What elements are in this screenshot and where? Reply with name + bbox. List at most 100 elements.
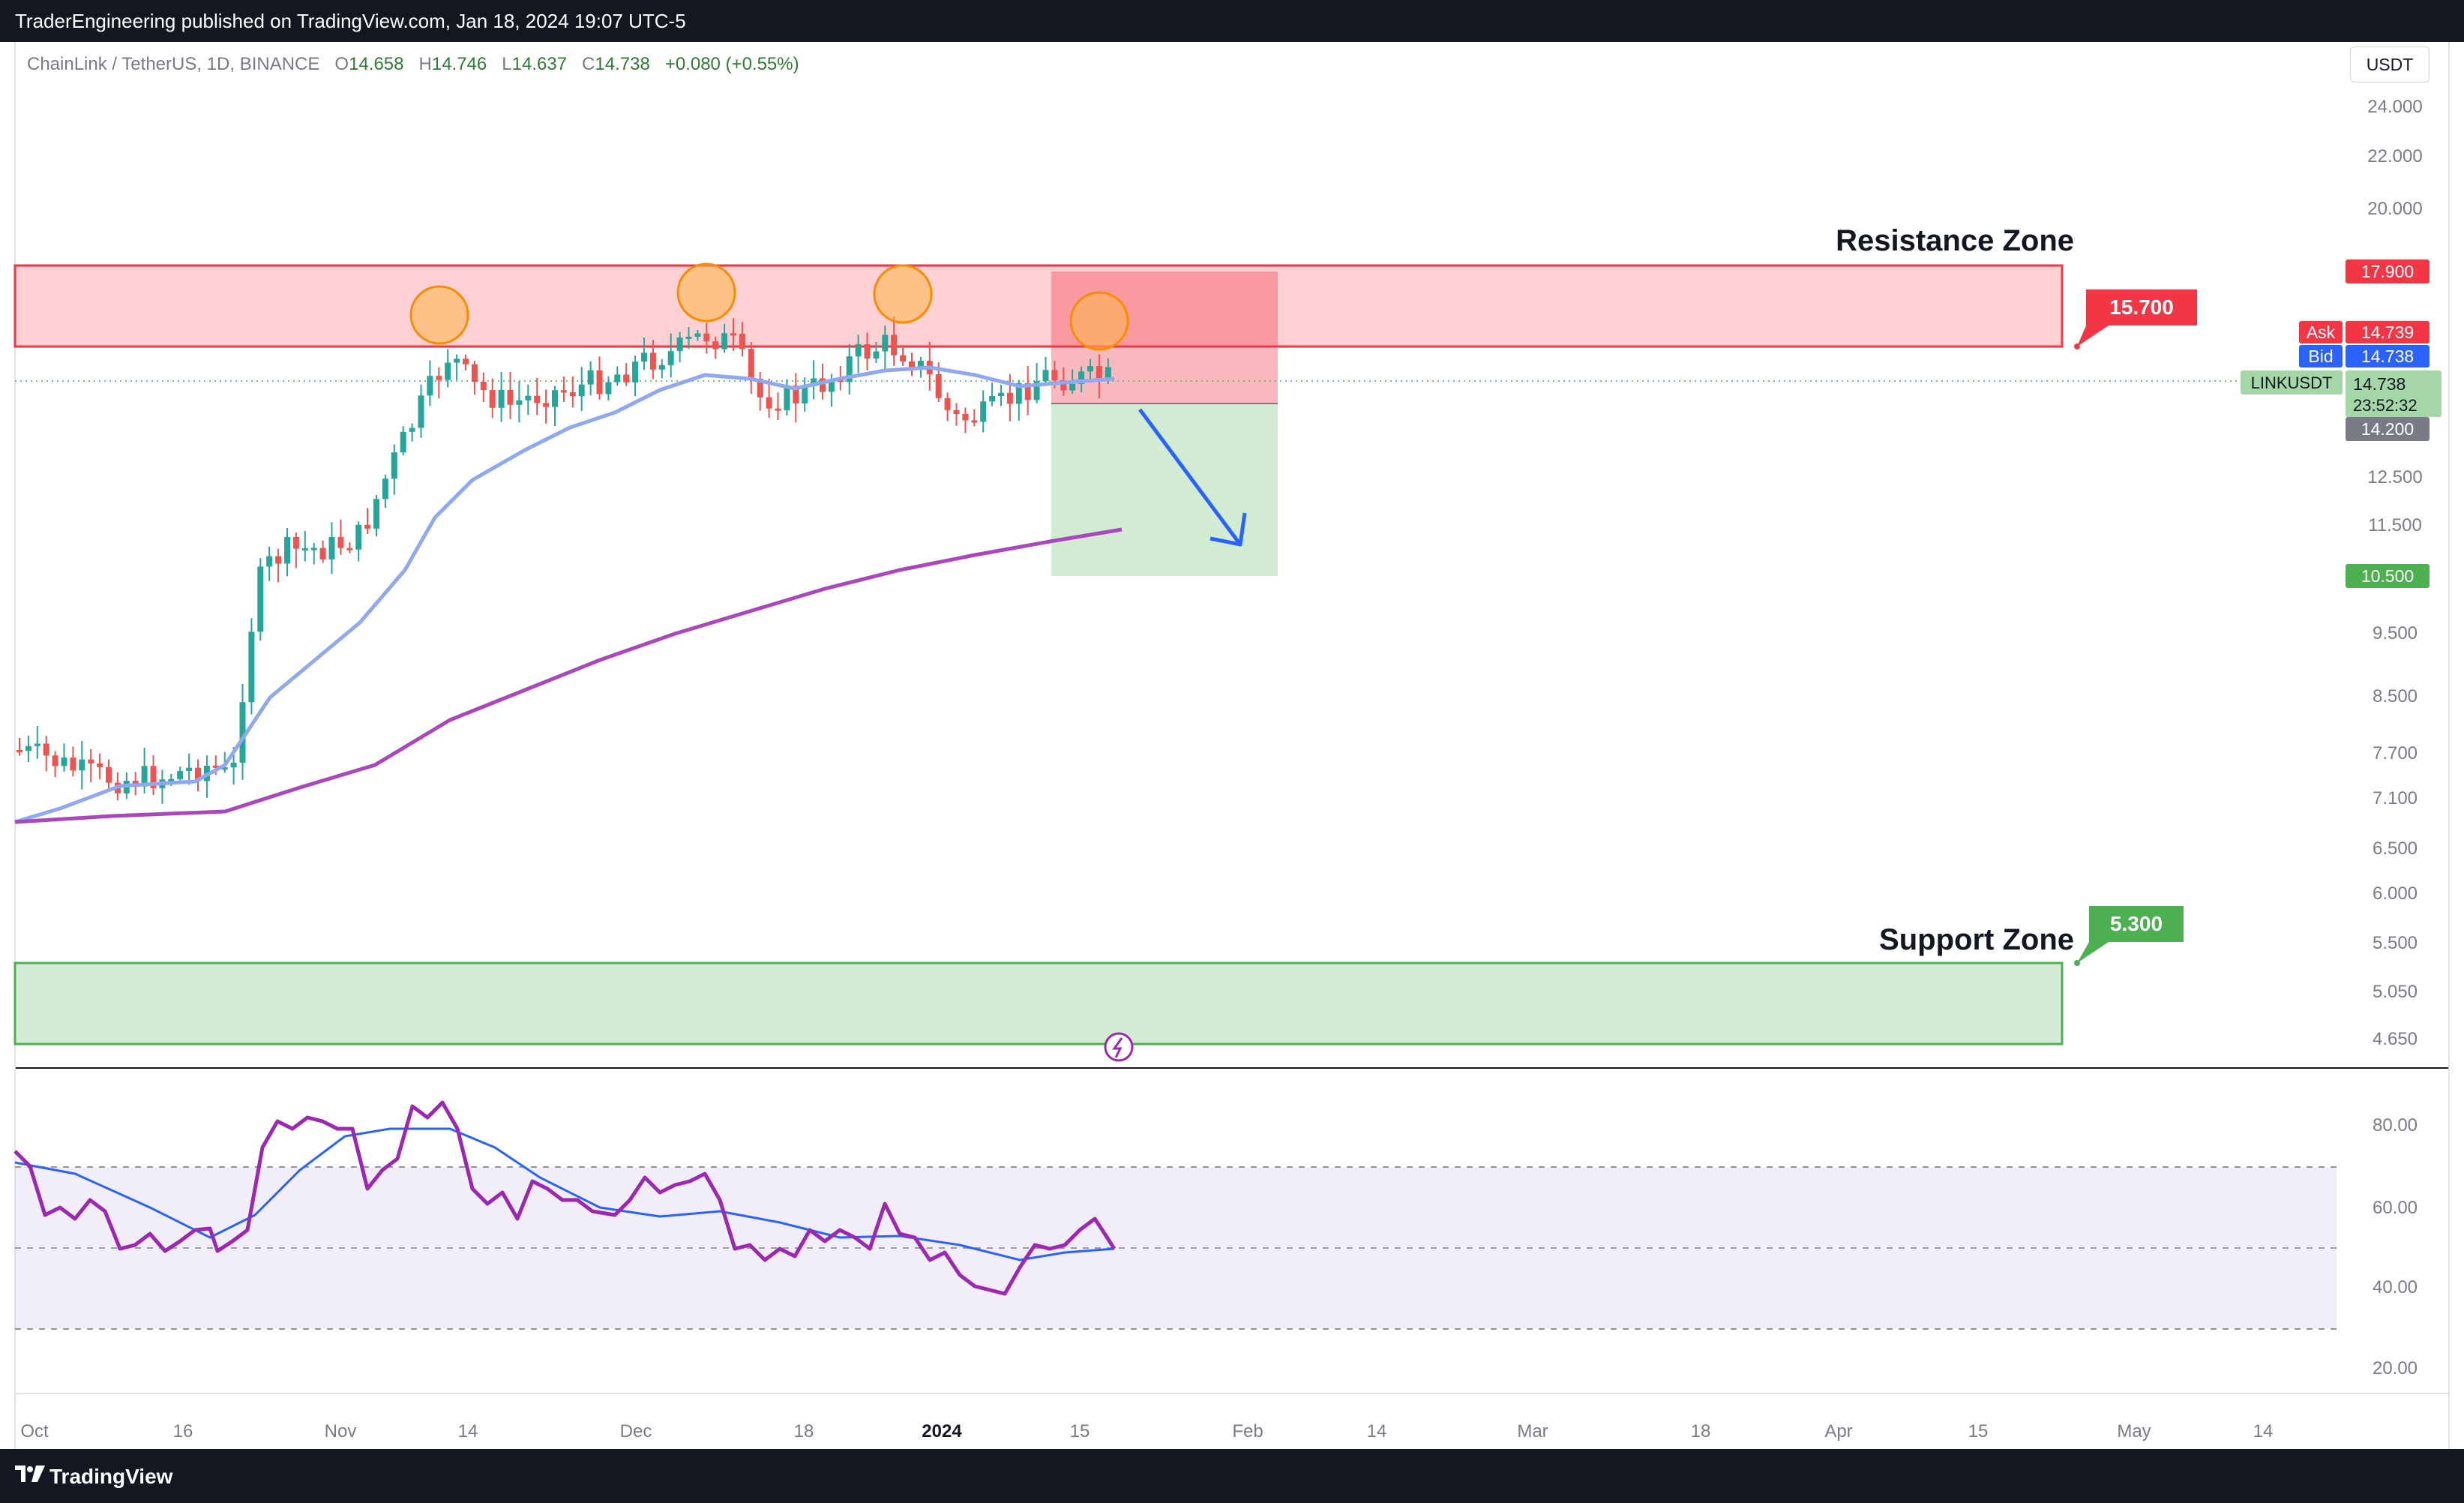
rsi-line xyxy=(13,1100,1117,1296)
price-tick: 8.500 xyxy=(2373,686,2418,706)
candle-down xyxy=(43,743,49,756)
candle-down xyxy=(1024,382,1031,400)
price-tick: 24.000 xyxy=(2367,97,2422,117)
candle-up xyxy=(25,746,31,752)
candle-down xyxy=(820,378,826,392)
candle-up xyxy=(141,766,148,787)
ask-price-bg xyxy=(2346,321,2430,344)
time-tick: 14 xyxy=(2253,1421,2274,1442)
candle-up xyxy=(1033,381,1040,400)
price-tick: 7.100 xyxy=(2373,788,2418,808)
candle-up xyxy=(230,762,237,768)
candle-up xyxy=(846,356,853,382)
resistance-callout: 15.700 xyxy=(2109,296,2174,319)
candle-up xyxy=(552,390,558,407)
legend-open-label: O xyxy=(334,54,349,74)
ask-tag-bg xyxy=(2299,321,2343,344)
candle-down xyxy=(793,386,799,404)
time-tick: Mar xyxy=(1517,1421,1548,1442)
candle-down xyxy=(703,333,710,342)
candle-down xyxy=(1006,392,1013,404)
legend-symbol: ChainLink / TetherUS, 1D, BINANCE xyxy=(27,54,320,74)
candle-down xyxy=(70,758,76,771)
candle-down xyxy=(596,370,603,394)
candle-up xyxy=(34,743,40,746)
candle-down xyxy=(319,548,326,560)
candle-down xyxy=(953,410,960,415)
candle-down xyxy=(944,398,951,410)
price-tick: 6.000 xyxy=(2373,884,2418,904)
legend-close: 14.738 xyxy=(595,54,650,74)
publish-text: TraderEngineering published on TradingVi… xyxy=(15,10,686,32)
bottom-bar xyxy=(0,1449,2464,1503)
ema-slow-line xyxy=(14,527,1123,824)
candle-up xyxy=(400,431,406,453)
candle-up xyxy=(694,333,701,337)
candle-up xyxy=(802,386,808,404)
candle-up xyxy=(248,632,255,703)
candle-up xyxy=(605,382,612,394)
candle-up xyxy=(873,351,880,359)
resistance-top-label-bg xyxy=(2346,260,2430,284)
bar-countdown: 23:52:32 xyxy=(2353,396,2418,415)
candle-down xyxy=(195,767,201,782)
candle-down xyxy=(909,361,915,369)
candle-down xyxy=(346,548,353,550)
candle-down xyxy=(534,395,541,404)
last-price: 14.738 xyxy=(2353,374,2406,394)
candle-up xyxy=(310,548,317,550)
legend-open: 14.658 xyxy=(349,54,404,74)
legend-high: 14.746 xyxy=(431,54,487,74)
support-callout-bg xyxy=(2077,906,2184,963)
candle-up xyxy=(658,364,665,370)
candle-up xyxy=(239,702,246,763)
candle-up xyxy=(989,395,996,402)
price-tick: 20.000 xyxy=(2367,199,2422,219)
candle-down xyxy=(97,763,103,767)
candle-down xyxy=(88,759,94,764)
price-pane xyxy=(15,42,2449,1068)
candle-down xyxy=(560,390,567,393)
candle-down xyxy=(1096,366,1102,380)
resistance-zone-label: Resistance Zone xyxy=(1836,224,2074,257)
candle-up xyxy=(221,767,228,770)
candle-up xyxy=(667,351,674,365)
candle-up xyxy=(498,389,505,408)
support-zone-label: Support Zone xyxy=(1879,923,2074,956)
top-marker-2 xyxy=(676,262,736,322)
candle-down xyxy=(150,766,157,788)
candle-up xyxy=(427,376,433,396)
candle-down xyxy=(364,524,371,529)
time-tick: 16 xyxy=(173,1421,193,1442)
legend-low: 14.637 xyxy=(511,54,568,74)
symbol-tag-bg xyxy=(2241,370,2343,394)
time-tick: 18 xyxy=(1691,1421,1711,1442)
time-tick: Dec xyxy=(620,1421,652,1442)
bid-price-bg xyxy=(2346,345,2430,368)
candle-up xyxy=(828,379,835,392)
currency-button[interactable]: USDT xyxy=(2350,46,2430,82)
candle-up xyxy=(168,778,175,782)
candle-up xyxy=(328,536,335,560)
candle-down xyxy=(436,376,442,380)
candle-up xyxy=(632,362,639,382)
tradingview-logo-icon xyxy=(15,1466,45,1482)
candle-up xyxy=(1087,366,1093,372)
candle-down xyxy=(471,364,478,382)
candle-up xyxy=(355,524,362,550)
candle-down xyxy=(275,556,282,564)
ask-price: 14.739 xyxy=(2361,322,2414,342)
top-marker-3 xyxy=(873,264,933,324)
support-anchor xyxy=(2074,960,2080,966)
candle-up xyxy=(454,358,460,363)
top-marker-4 xyxy=(1069,291,1129,351)
price-tick: 11.500 xyxy=(2368,515,2422,536)
candle-up xyxy=(855,344,862,357)
candle-down xyxy=(730,333,736,336)
time-tick: Oct xyxy=(20,1421,49,1442)
event-bolt-icon xyxy=(1112,1037,1123,1058)
symbol-legend: ChainLink / TetherUS, 1D, BINANCE O14.65… xyxy=(27,54,799,75)
candle-up xyxy=(882,334,889,352)
target-price-label: 10.500 xyxy=(2361,566,2414,586)
